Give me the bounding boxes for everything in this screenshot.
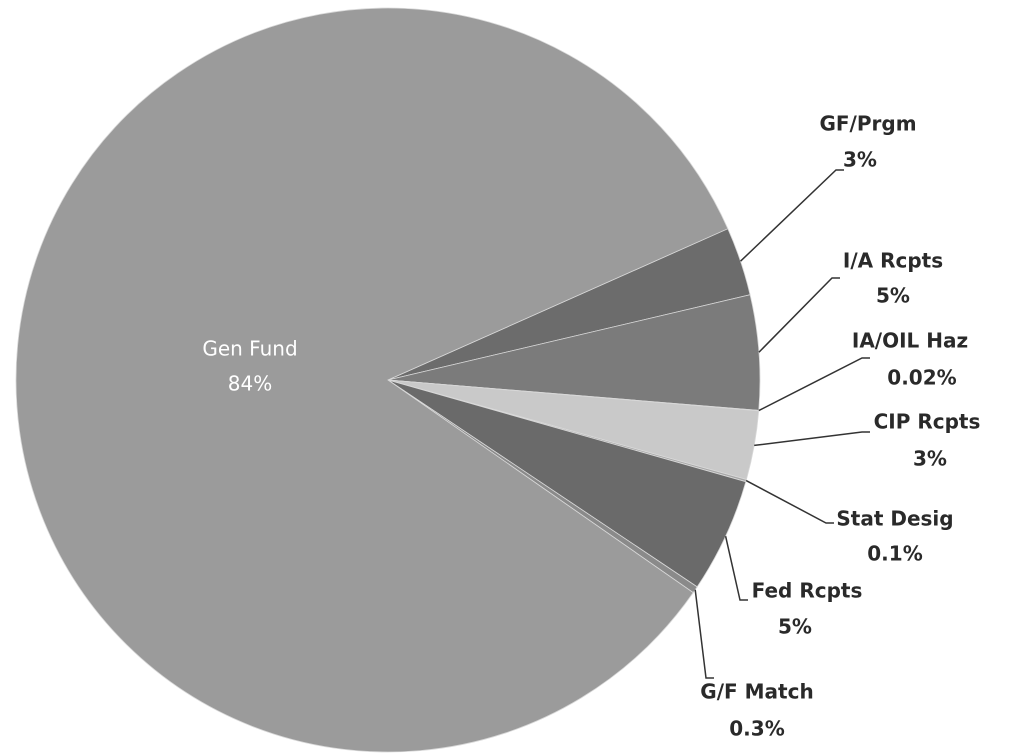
slice-label: Fed Rcpts	[752, 579, 863, 603]
slice-value: 0.1%	[867, 542, 922, 566]
slice-value: 0.3%	[729, 717, 784, 741]
slice-value: 0.02%	[887, 366, 956, 390]
pie-slice	[15, 7, 729, 753]
slice-value: 5%	[876, 284, 910, 308]
leader-line	[754, 431, 870, 447]
leader-line	[745, 479, 834, 524]
slice-value: 5%	[778, 615, 812, 639]
slice-label: I/A Rcpts	[843, 249, 943, 273]
slice-label: CIP Rcpts	[874, 410, 981, 434]
leader-line	[694, 589, 714, 679]
slice-label: Gen Fund	[202, 337, 297, 361]
leader-line	[758, 277, 840, 353]
slice-value: 3%	[843, 148, 877, 172]
slice-label: GF/Prgm	[819, 112, 916, 136]
slice-label: IA/OIL Haz	[852, 329, 968, 353]
slice-label: G/F Match	[700, 680, 813, 704]
slice-value: 3%	[913, 447, 947, 471]
slice-value: 84%	[228, 372, 272, 396]
leader-line	[740, 169, 844, 262]
slice-label: Stat Desig	[836, 507, 953, 531]
leader-line	[724, 536, 748, 601]
leader-line	[758, 357, 870, 412]
